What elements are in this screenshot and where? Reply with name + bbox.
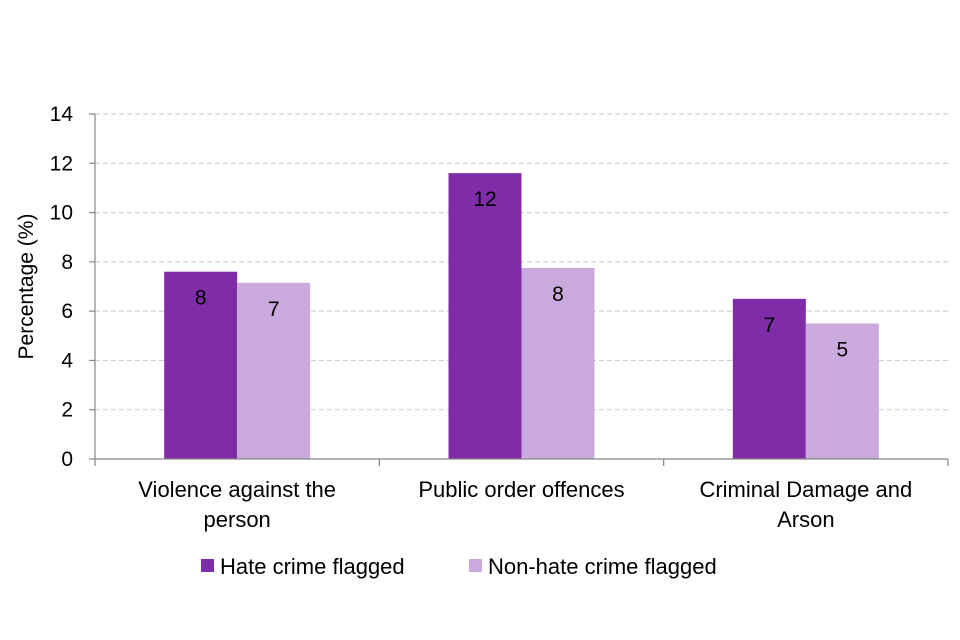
data-label: 8 [552,283,564,306]
y-tick-label: 2 [61,399,73,422]
y-tick-label: 6 [61,300,73,323]
y-tick-label: 8 [61,251,73,274]
bar-hate-0 [164,271,238,459]
data-label: 8 [195,287,207,310]
x-category-label: Arson [777,507,834,532]
legend-label: Hate crime flagged [220,554,405,579]
x-category-label: person [204,507,271,532]
data-label: 5 [836,338,848,361]
y-tick-label: 14 [50,103,74,126]
y-axis-title: Percentage (%) [15,214,38,360]
y-tick-label: 10 [50,202,73,225]
y-tick-label: 0 [61,448,73,471]
x-category-label: Public order offences [418,477,624,502]
bar-hate-1 [448,173,522,459]
bar-hate-2 [732,298,806,459]
legend-item: Non-hate crime flagged [469,554,717,579]
bar-non-hate-0 [237,282,311,459]
y-tick-label: 12 [50,152,73,175]
labels: 0 2 4 6 8 10 12 14 8 7 Violence against the person 1… [15,103,912,532]
x-category-label: Violence against the [138,477,336,502]
legend-label: Non-hate crime flagged [488,554,717,579]
legend-swatch [201,559,214,572]
bar-non-hate-1 [521,268,595,459]
legend: Hate crime flagged Non-hate crime flagged [201,554,717,579]
data-label: 7 [763,314,775,337]
legend-item: Hate crime flagged [201,554,405,579]
legend-swatch [469,559,482,572]
bars [164,173,879,459]
x-category-label: Criminal Damage and [699,477,912,502]
y-tick-label: 4 [61,349,73,372]
data-label: 12 [473,188,496,211]
bar-non-hate-2 [805,323,879,459]
axes [89,113,949,466]
data-label: 7 [268,298,280,321]
